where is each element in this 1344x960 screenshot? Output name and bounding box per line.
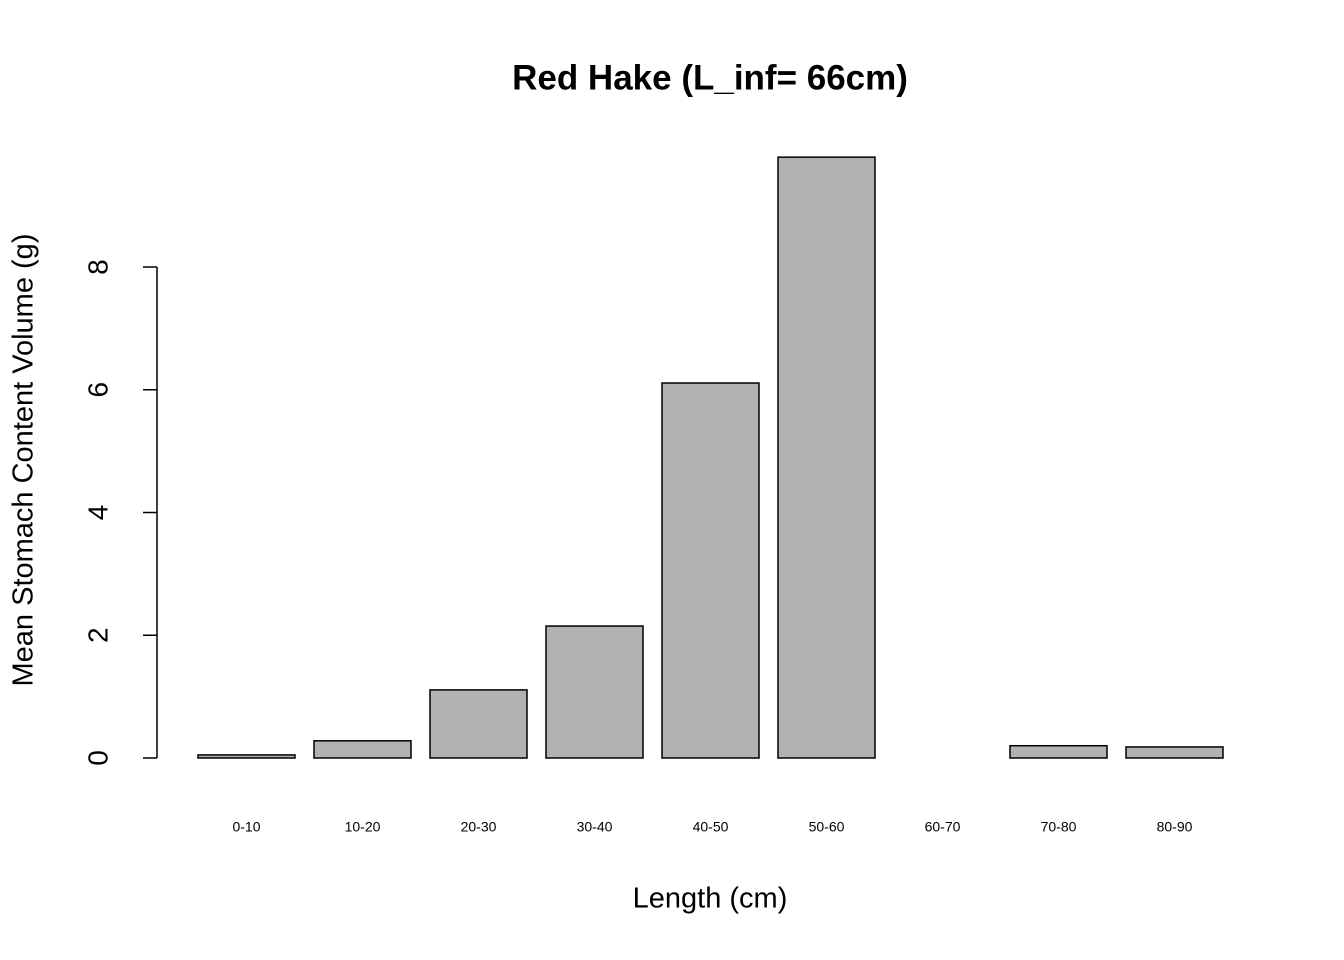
bar (545, 625, 644, 759)
y-tick-label: 6 (82, 382, 113, 398)
y-axis-title: Mean Stomach Content Volume (g) (8, 234, 40, 687)
bar (313, 740, 412, 759)
y-tick-label: 8 (82, 259, 113, 275)
y-tick-label: 0 (82, 750, 113, 766)
bar (1125, 746, 1224, 759)
bar (197, 754, 296, 759)
y-tick-label: 4 (82, 505, 113, 521)
x-axis-title: Length (cm) (633, 883, 788, 915)
x-tick-label: 20-30 (461, 819, 497, 835)
x-tick-label: 70-80 (1041, 819, 1077, 835)
bar (429, 689, 528, 759)
chart-title: Red Hake (L_inf= 66cm) (512, 58, 908, 97)
y-tick-label: 2 (82, 627, 113, 643)
x-tick-label: 60-70 (925, 819, 961, 835)
x-tick-label: 80-90 (1157, 819, 1193, 835)
bar (777, 156, 876, 759)
x-tick-label: 0-10 (232, 819, 260, 835)
x-tick-label: 30-40 (577, 819, 613, 835)
x-tick-label: 50-60 (809, 819, 845, 835)
x-tick-label: 10-20 (345, 819, 381, 835)
bar (1009, 744, 1108, 759)
bar (661, 382, 760, 759)
x-tick-label: 40-50 (693, 819, 729, 835)
